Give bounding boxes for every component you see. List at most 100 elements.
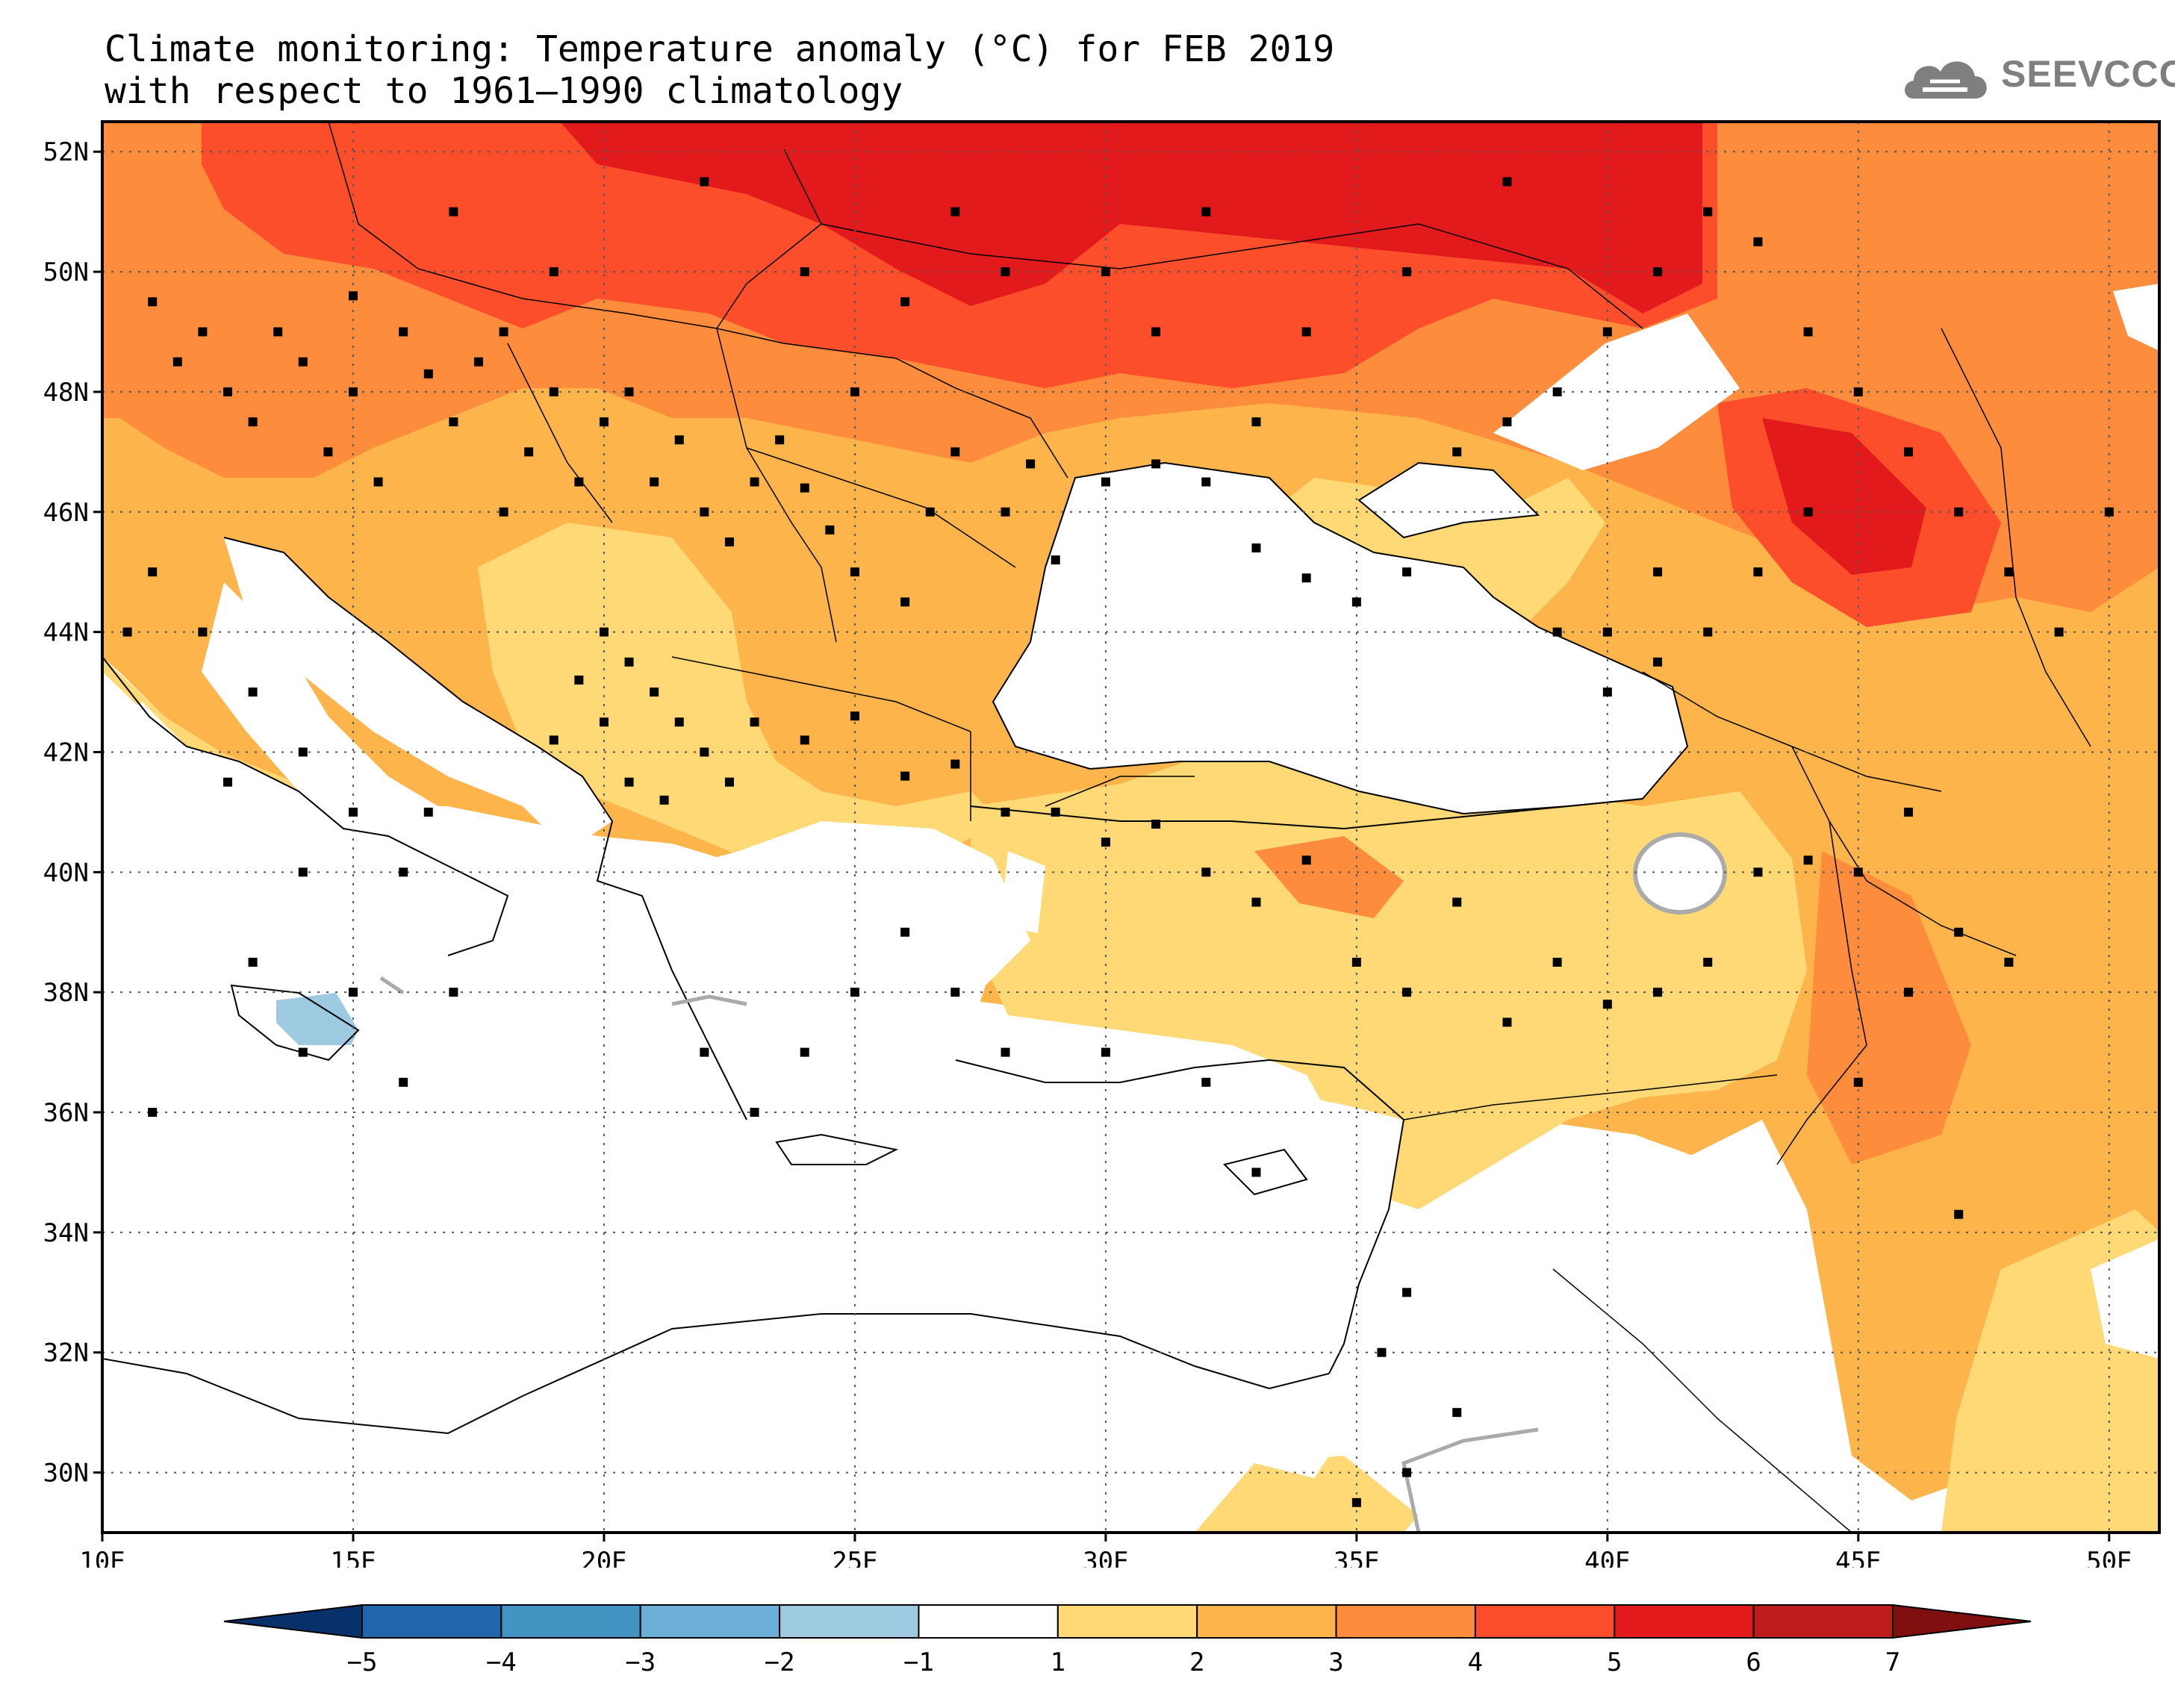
station-marker: [650, 477, 659, 487]
station-marker: [273, 327, 283, 337]
station-marker: [1853, 1077, 1863, 1087]
station-marker: [1151, 327, 1161, 337]
station-marker: [850, 711, 859, 721]
gray-contour: [379, 976, 405, 995]
seevccc-logo: SEEVCCC: [2001, 53, 2175, 95]
station-marker: [1201, 477, 1211, 487]
colorbar-label: 3: [1328, 1648, 1343, 1677]
station-marker: [1904, 447, 1914, 457]
station-marker: [148, 1108, 158, 1118]
lon-tick-label: 25E: [832, 1547, 877, 1568]
station-marker: [750, 717, 759, 727]
station-marker: [1251, 543, 1261, 553]
lon-tick-label: 50E: [2086, 1547, 2132, 1568]
station-marker: [298, 1047, 308, 1057]
lat-tick-label: 50N: [43, 258, 89, 287]
station-marker: [700, 1047, 709, 1057]
station-marker: [449, 417, 458, 427]
station-marker: [674, 435, 684, 445]
station-marker: [499, 507, 508, 517]
station-marker: [198, 627, 208, 637]
station-marker: [599, 627, 609, 637]
map-grid: [102, 122, 2159, 1533]
aegean-sea: [657, 821, 1030, 1165]
station-marker: [1151, 459, 1161, 469]
station-marker: [1954, 927, 1964, 937]
station-marker: [1101, 477, 1110, 487]
lat-tick-label: 30N: [43, 1459, 89, 1489]
station-marker: [248, 417, 258, 427]
station-marker: [950, 447, 960, 457]
station-marker: [1653, 267, 1663, 277]
station-marker: [1301, 855, 1311, 865]
colorbar-right-arrow: [1892, 1603, 2032, 1639]
station-marker: [1703, 627, 1713, 637]
anomaly-zone-3-4: [1807, 851, 1971, 1165]
station-marker: [1653, 567, 1663, 577]
mediterranean-sea: [102, 1030, 1404, 1433]
station-marker: [1653, 988, 1663, 997]
station-marker: [574, 675, 584, 685]
colorbar-swatch: [1335, 1604, 1476, 1639]
station-marker: [1402, 567, 1412, 577]
colorbar-swatch: [1057, 1604, 1198, 1639]
station-marker: [348, 988, 358, 997]
adriatic-sea: [224, 537, 612, 851]
station-marker: [1954, 1209, 1964, 1219]
caspian-sea: [2113, 284, 2159, 351]
station-marker: [399, 1077, 408, 1087]
station-markers: [122, 177, 2114, 1507]
lat-tick-label: 38N: [43, 978, 89, 1008]
station-marker: [1101, 267, 1110, 277]
station-marker: [900, 297, 910, 307]
station-marker: [574, 477, 584, 487]
station-marker: [549, 387, 558, 396]
lat-tick-label: 36N: [43, 1098, 89, 1128]
station-marker: [1552, 627, 1562, 637]
station-marker: [1602, 627, 1612, 637]
lat-tick-label: 52N: [43, 137, 89, 167]
station-marker: [1753, 237, 1763, 246]
lon-tick-label: 35E: [1334, 1547, 1379, 1568]
station-marker: [373, 477, 383, 487]
station-marker: [1502, 1017, 1512, 1027]
station-marker: [449, 988, 458, 997]
station-marker: [198, 327, 208, 337]
station-marker: [172, 357, 182, 367]
colorbar-swatch: [1614, 1604, 1755, 1639]
station-marker: [1377, 1347, 1387, 1357]
station-marker: [1853, 387, 1863, 396]
station-marker: [724, 537, 734, 546]
colorbar-label: 1: [1051, 1648, 1065, 1677]
anomaly-zone-0: [1001, 851, 1045, 933]
station-marker: [650, 688, 659, 697]
station-marker: [298, 357, 308, 367]
chart-subtitle: with respect to 1961–1990 climatology: [105, 70, 903, 112]
station-marker: [850, 387, 859, 396]
lon-tick-label: 45E: [1835, 1547, 1881, 1568]
station-marker: [248, 957, 258, 967]
station-marker: [724, 777, 734, 787]
station-marker: [148, 297, 158, 307]
anomaly-zone-3-4: [1254, 836, 1404, 918]
station-marker: [1753, 567, 1763, 577]
station-marker: [348, 291, 358, 301]
station-marker: [223, 387, 232, 396]
station-marker: [925, 507, 935, 517]
station-marker: [1402, 1468, 1412, 1477]
station-marker: [1151, 819, 1161, 829]
station-marker: [950, 759, 960, 769]
station-marker: [1452, 447, 1462, 457]
country-borders: [328, 122, 2091, 1533]
colorbar-left-arrow: [223, 1603, 363, 1639]
station-marker: [1051, 807, 1060, 817]
station-marker: [800, 1047, 809, 1057]
station-marker: [1101, 838, 1110, 847]
station-marker: [825, 525, 835, 534]
anomaly-zone-0: [1633, 832, 1727, 914]
station-marker: [800, 483, 809, 493]
lon-tick-label: 40E: [1584, 1547, 1630, 1568]
station-marker: [1954, 507, 1964, 517]
station-marker: [248, 688, 258, 697]
station-marker: [2104, 507, 2114, 517]
